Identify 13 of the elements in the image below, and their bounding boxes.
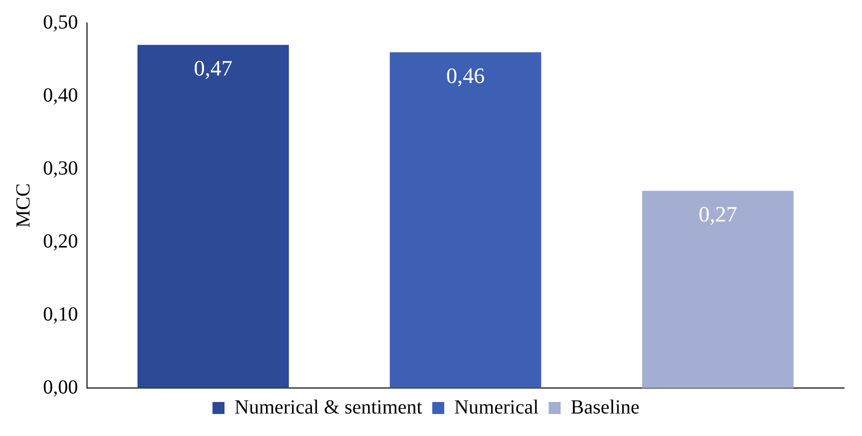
- legend-label: Numerical: [454, 396, 540, 418]
- legend-label: Numerical & sentiment: [234, 396, 423, 418]
- data-label: 0,27: [698, 202, 738, 227]
- y-axis-title: MCC: [12, 183, 34, 228]
- y-tick-label: 0,20: [43, 230, 78, 252]
- y-tick-label: 0,50: [43, 11, 78, 34]
- y-tick-label: 0,10: [43, 303, 78, 326]
- y-tick-label: 0,40: [43, 84, 78, 106]
- data-label: 0,46: [446, 62, 485, 88]
- legend-label: Baseline: [570, 396, 640, 418]
- data-label: 0,47: [194, 56, 232, 81]
- y-tick-label: 0,30: [43, 157, 78, 180]
- y-tick-label: 0,00: [43, 376, 78, 398]
